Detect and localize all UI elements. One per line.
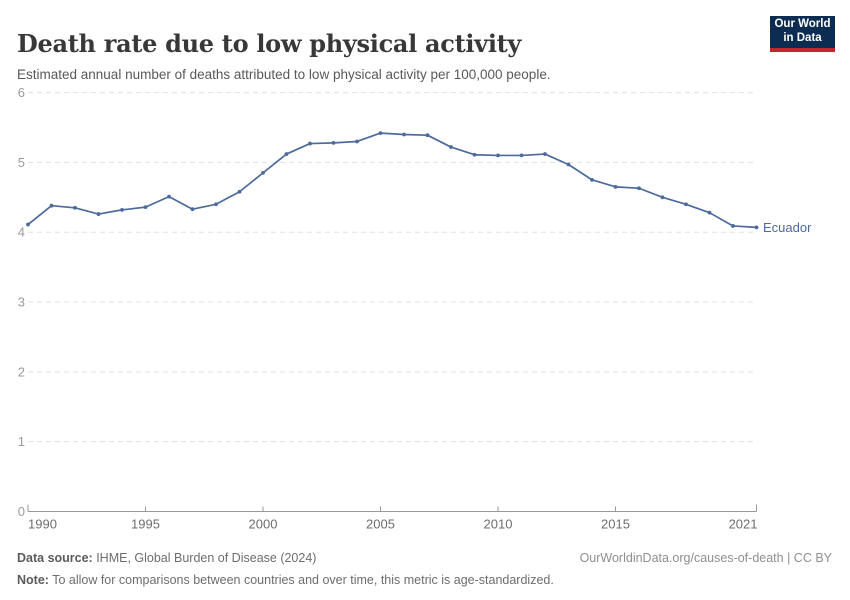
data-point[interactable] [26,222,30,227]
data-point[interactable] [519,153,524,158]
data-point[interactable] [308,141,312,146]
data-point[interactable] [590,177,594,182]
data-point[interactable] [190,207,195,212]
data-point[interactable] [120,207,124,212]
y-axis-tick-label: 2 [18,364,25,379]
data-point[interactable] [707,210,712,215]
x-axis-tick-label: 1995 [131,517,160,532]
data-point[interactable] [73,205,77,210]
x-axis-tick-label: 2015 [601,517,630,532]
page-title: Death rate due to low physical activity [17,29,522,59]
data-point[interactable] [143,205,148,209]
data-point[interactable] [566,162,571,167]
data-point[interactable] [754,225,759,230]
note-label: Note: [17,573,49,587]
data-point[interactable] [96,212,101,216]
y-axis-tick-label: 5 [18,155,25,170]
data-source-text: IHME, Global Burden of Disease (2024) [92,551,317,565]
data-point[interactable] [355,139,359,144]
x-axis-tick-label: 2010 [484,517,513,532]
chart-area: 0 1 2 3 4 5 6 1990 1995 2000 2005 2010 2015 2021 Ecuad… [0,80,850,535]
y-axis-tick-label: 3 [18,295,25,310]
data-point[interactable] [660,195,665,200]
data-point[interactable] [425,133,430,138]
data-point[interactable] [402,132,406,137]
footer-link[interactable]: OurWorldinData.org/causes-of-death | CC … [579,551,832,565]
trend-line[interactable] [27,132,757,229]
y-axis-tick-label: 1 [18,434,25,449]
x-axis-tick-label: 2021 [729,517,758,532]
owid-logo-line1: Our World [774,18,831,30]
footer-data-source: Data source: IHME, Global Burden of Dise… [17,550,316,566]
line-chart-svg: 0 1 2 3 4 5 6 1990 1995 2000 2005 2010 2015 2021 Ecuad… [18,85,812,532]
data-point[interactable] [496,153,500,158]
x-axis-tick-label: 2000 [249,517,278,532]
x-axis-tick-label: 1990 [28,517,57,532]
note-text: To allow for comparisons between countri… [48,573,554,587]
series-label[interactable]: Ecuador [763,220,812,235]
data-point[interactable] [731,224,735,228]
data-point[interactable] [378,131,383,135]
y-axis-tick-label: 6 [18,85,25,100]
data-point[interactable] [613,184,618,189]
footer-note: Note: To allow for comparisons between c… [17,572,554,588]
data-point[interactable] [684,202,688,207]
data-point[interactable] [331,140,336,145]
data-point[interactable] [637,186,641,191]
data-point[interactable] [49,203,54,208]
data-point[interactable] [284,152,289,156]
data-source-label: Data source: [17,551,93,565]
y-axis-tick-label: 0 [18,504,25,519]
x-axis-tick-label: 2005 [366,517,395,532]
data-point[interactable] [449,145,453,149]
data-point[interactable] [261,170,265,175]
data-point[interactable] [472,152,477,157]
owid-logo-line2: in Data [783,31,822,44]
data-point[interactable] [214,202,218,207]
chart-subtitle: Estimated annual number of deaths attrib… [17,66,551,82]
owid-logo: Our World in Data [770,16,835,52]
data-point[interactable] [237,189,242,194]
data-point[interactable] [543,152,547,156]
data-point[interactable] [167,194,171,199]
y-axis-tick-label: 4 [18,225,25,240]
